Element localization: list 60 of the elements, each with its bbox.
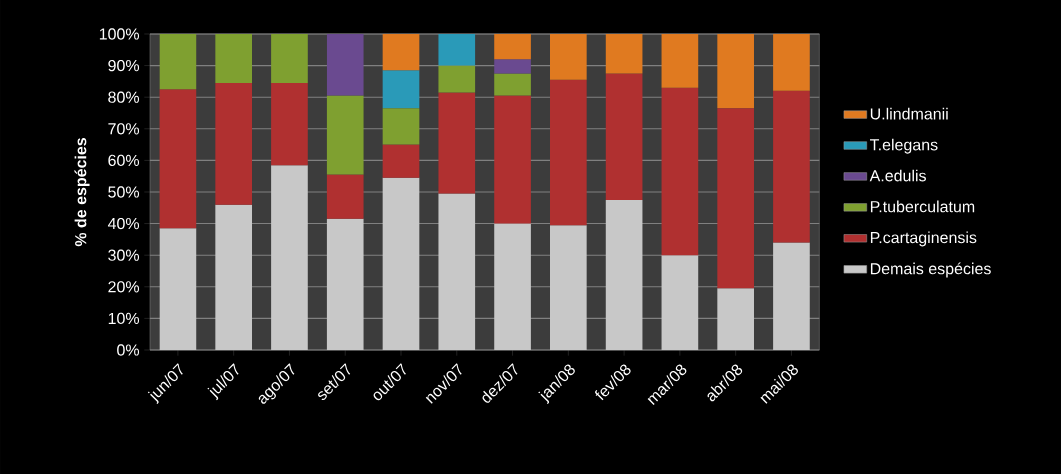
bar	[494, 223, 531, 350]
bar	[717, 108, 754, 289]
bar	[382, 108, 420, 145]
bar	[271, 82, 308, 166]
y-tick-label: 80%	[108, 91, 140, 103]
bar	[271, 33, 308, 83]
bar	[326, 218, 364, 350]
bar	[661, 33, 699, 88]
y-axis-title: % de espécies	[74, 137, 90, 247]
y-tick-label: 70%	[108, 123, 140, 135]
bar	[605, 199, 643, 350]
legend-label: U.lindmanii	[870, 107, 948, 120]
bar	[326, 95, 364, 175]
bar	[494, 33, 531, 60]
y-tick-label: 50%	[108, 186, 140, 198]
legend-label: P.tuberculatum	[870, 200, 975, 213]
bar	[271, 165, 308, 350]
bar	[605, 73, 643, 200]
y-tick-label: 40%	[107, 217, 140, 230]
bar	[773, 242, 810, 350]
bar	[661, 255, 699, 350]
bar	[215, 204, 253, 350]
bar	[605, 33, 643, 74]
bar	[717, 33, 754, 109]
bar	[550, 33, 587, 80]
bar	[661, 87, 699, 256]
y-tick-label: 60%	[108, 154, 140, 167]
bar	[159, 33, 197, 90]
legend-label: P.cartaginensis	[870, 231, 977, 247]
bar	[382, 70, 420, 109]
y-tick-label: 0%	[117, 344, 140, 356]
legend-label: T.elegans	[869, 138, 938, 154]
bar	[382, 144, 420, 178]
bar	[159, 228, 197, 350]
bar	[550, 79, 587, 226]
bar	[326, 174, 364, 219]
y-tick-label: 10%	[108, 312, 140, 325]
bar	[159, 89, 197, 229]
bar	[773, 90, 810, 243]
bar	[717, 288, 754, 350]
y-tick-label: 90%	[108, 59, 140, 72]
bar	[494, 73, 531, 96]
bar	[438, 33, 476, 66]
bar	[326, 33, 364, 96]
bar	[215, 82, 253, 205]
bar	[550, 225, 587, 350]
bar	[382, 33, 420, 71]
bar	[382, 177, 420, 350]
bar	[438, 193, 476, 350]
bar	[494, 95, 531, 224]
y-tick-label: 20%	[108, 281, 140, 293]
y-tick-label: 30%	[108, 249, 140, 261]
bar	[438, 65, 476, 93]
bar	[215, 33, 253, 83]
legend-label: A.edulis	[869, 169, 926, 182]
bar	[438, 92, 476, 194]
bar	[773, 33, 810, 91]
bar	[494, 59, 531, 74]
legend-label: Demais espécies	[870, 262, 991, 278]
y-tick-label: 100%	[99, 28, 140, 40]
